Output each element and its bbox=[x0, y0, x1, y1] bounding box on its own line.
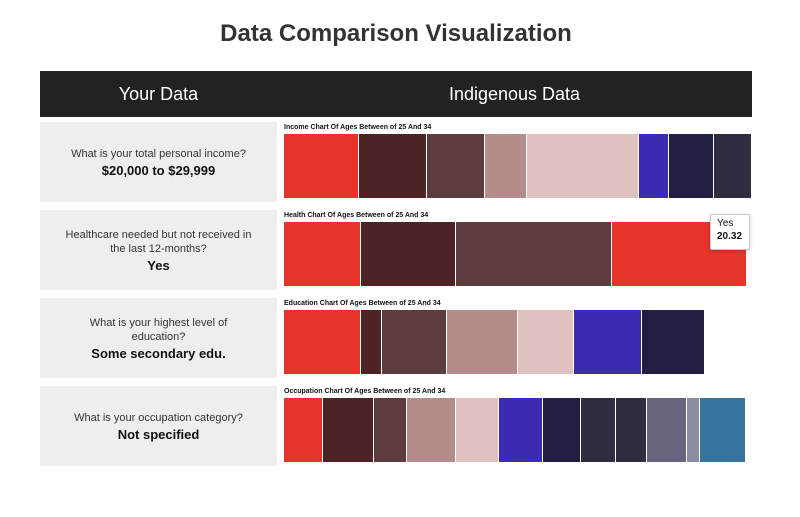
bar-segment[interactable] bbox=[406, 398, 456, 462]
page-title: Data Comparison Visualization bbox=[220, 20, 572, 47]
health-chart-title: Health Chart Of Ages Between of 25 And 3… bbox=[284, 212, 429, 219]
bar-segment[interactable] bbox=[668, 134, 715, 198]
bar-segment[interactable] bbox=[284, 222, 362, 286]
tooltip-value: 20.32 bbox=[717, 231, 743, 242]
bar-segment[interactable] bbox=[284, 310, 362, 374]
health-chart bbox=[284, 222, 752, 286]
bar-segment[interactable] bbox=[455, 398, 499, 462]
income-question: What is your total personal income? bbox=[71, 147, 246, 160]
education-chart-title: Education Chart Of Ages Between of 25 An… bbox=[284, 300, 441, 307]
health-row: Healthcare needed but not received in th… bbox=[40, 210, 752, 290]
health-question: Healthcare needed but not received in th… bbox=[65, 228, 252, 255]
bar-segment[interactable] bbox=[361, 222, 457, 286]
bar-segment[interactable] bbox=[580, 398, 617, 462]
bar-segment[interactable] bbox=[456, 222, 612, 286]
occupation-card: What is your occupation category? Not sp… bbox=[40, 386, 277, 466]
bar-segment[interactable] bbox=[517, 310, 575, 374]
bar-segment[interactable] bbox=[714, 134, 752, 198]
education-answer: Some secondary edu. bbox=[91, 345, 226, 361]
bar-segment[interactable] bbox=[699, 398, 746, 462]
bar-segment[interactable] bbox=[526, 134, 639, 198]
health-answer: Yes bbox=[147, 257, 170, 273]
bar-segment[interactable] bbox=[322, 398, 374, 462]
bar-segment[interactable] bbox=[485, 134, 527, 198]
income-chart-title: Income Chart Of Ages Between of 25 And 3… bbox=[284, 124, 432, 131]
bar-segment[interactable] bbox=[642, 310, 706, 374]
education-card: What is your highest level of education?… bbox=[40, 298, 277, 378]
occupation-chart bbox=[284, 398, 752, 462]
bar-segment[interactable] bbox=[284, 398, 323, 462]
income-answer: $20,000 to $29,999 bbox=[101, 162, 216, 178]
education-question: What is your highest level of education? bbox=[89, 316, 228, 343]
bar-segment[interactable] bbox=[359, 134, 427, 198]
bar-segment[interactable] bbox=[647, 398, 687, 462]
bar-segment[interactable] bbox=[361, 310, 383, 374]
occupation-row: What is your occupation category? Not sp… bbox=[40, 386, 752, 466]
bar-segment[interactable] bbox=[616, 398, 648, 462]
bar-segment[interactable] bbox=[284, 134, 360, 198]
bar-segment[interactable] bbox=[446, 310, 518, 374]
indigenous-data-header: Indigenous Data bbox=[448, 84, 581, 104]
occupation-chart-title: Occupation Chart Of Ages Between of 25 A… bbox=[284, 388, 446, 395]
chart-tooltip: Yes 20.32 bbox=[710, 214, 750, 250]
bar-segment[interactable] bbox=[498, 398, 543, 462]
tooltip-label: Yes bbox=[717, 218, 734, 229]
education-row: What is your highest level of education?… bbox=[40, 298, 752, 378]
occupation-question: What is your occupation category? bbox=[74, 411, 243, 424]
income-row: What is your total personal income? $20,… bbox=[40, 122, 752, 202]
your-data-header: Your Data bbox=[118, 84, 199, 104]
bar-segment[interactable] bbox=[382, 310, 447, 374]
income-chart bbox=[284, 134, 752, 198]
bar-segment[interactable] bbox=[373, 398, 407, 462]
bar-segment[interactable] bbox=[542, 398, 581, 462]
bar-segment[interactable] bbox=[426, 134, 486, 198]
education-chart bbox=[284, 310, 752, 374]
bar-segment[interactable] bbox=[638, 134, 669, 198]
occupation-answer: Not specified bbox=[117, 426, 200, 442]
health-card: Healthcare needed but not received in th… bbox=[40, 210, 277, 290]
table-header: Your Data Indigenous Data bbox=[40, 71, 752, 117]
bar-segment[interactable] bbox=[574, 310, 643, 374]
bar-segment[interactable] bbox=[686, 398, 700, 462]
income-card: What is your total personal income? $20,… bbox=[40, 122, 277, 202]
